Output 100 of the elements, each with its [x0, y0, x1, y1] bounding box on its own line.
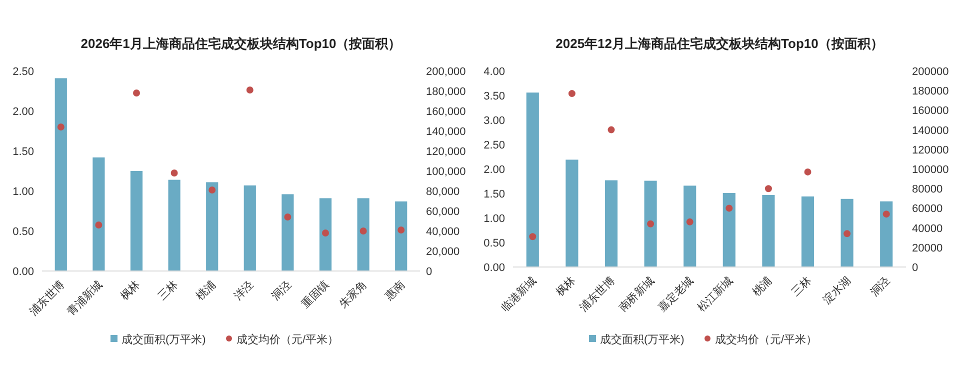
point [804, 168, 812, 176]
y2-tick-label: 120,000 [426, 146, 466, 158]
point [284, 214, 292, 220]
point [686, 218, 694, 226]
y2-tick-label: 180000 [912, 86, 949, 98]
legend-label: 成交面积(万平米) [600, 333, 684, 346]
bar [282, 194, 294, 271]
x-tick-label: 嘉定老城 [656, 274, 696, 314]
x-tick-label: 洞泾 [868, 274, 892, 299]
x-tick-label: 桃浦 [194, 278, 218, 303]
y-tick-label: 0.50 [484, 238, 505, 250]
y-tick-label: 3.50 [484, 90, 505, 102]
x-tick-label: 南桥新城 [616, 274, 657, 314]
point [57, 124, 64, 130]
y2-tick-label: 200,000 [426, 66, 466, 78]
y-tick-label: 2.50 [484, 140, 505, 152]
y2-tick-label: 160,000 [426, 106, 466, 118]
x-tick-label: 重固镇 [299, 278, 332, 310]
point [170, 170, 178, 176]
y-tick-label: 4.00 [484, 66, 505, 78]
y-tick-label: 2.00 [12, 106, 34, 118]
point [95, 222, 102, 228]
y2-tick-label: 140,000 [426, 126, 466, 138]
legend-label: 成交均价（元/平米） [715, 333, 818, 346]
y-tick-label: 1.00 [12, 186, 34, 198]
bar [684, 186, 696, 267]
x-tick-label: 洞泾 [270, 278, 294, 303]
y-tick-label: 2.50 [12, 66, 34, 78]
y2-tick-label: 20000 [912, 242, 943, 254]
x-tick-label: 临港新城 [498, 274, 539, 314]
point [647, 220, 654, 228]
point [882, 210, 890, 218]
point [360, 228, 367, 234]
bar [840, 198, 854, 267]
y-tick-label: 1.50 [484, 188, 505, 200]
bar [206, 182, 218, 271]
bar [762, 194, 775, 267]
point [246, 86, 254, 94]
y-tick-label: 3.00 [484, 115, 505, 127]
y2-tick-label: 80000 [912, 184, 943, 196]
x-tick-label: 松江新城 [694, 274, 736, 314]
bar [54, 78, 67, 271]
y-tick-label: 1.50 [12, 146, 34, 158]
y2-tick-label: 180,000 [426, 86, 466, 98]
point [608, 126, 615, 134]
bar [604, 180, 618, 267]
bar [357, 198, 370, 271]
point [133, 90, 140, 96]
point [764, 185, 772, 192]
bar [880, 201, 893, 267]
point [529, 233, 536, 240]
legend-label: 成交面积(万平米) [122, 333, 206, 346]
bar [722, 193, 736, 267]
x-tick-label: 三林 [789, 274, 814, 299]
x-tick-label: 三林 [156, 278, 180, 303]
bar [566, 160, 578, 267]
y2-tick-label: 60,000 [426, 206, 460, 218]
legend-label: 成交均价（元/平米） [236, 333, 339, 346]
point [398, 226, 405, 234]
y2-tick-label: 120000 [912, 144, 949, 156]
bar [644, 180, 657, 267]
y-tick-label: 0.00 [12, 266, 34, 278]
y-tick-label: 0.50 [12, 226, 34, 238]
point [208, 186, 216, 194]
bar [319, 198, 332, 271]
x-tick-label: 青浦新城 [64, 278, 105, 318]
y-tick-label: 0.00 [484, 262, 505, 274]
bar [92, 157, 105, 271]
y2-tick-label: 100000 [912, 164, 949, 176]
x-tick-label: 朱家角 [336, 278, 370, 310]
y-tick-label: 1.00 [484, 213, 505, 225]
bar [395, 201, 408, 271]
x-tick-label: 浦东世博 [577, 274, 618, 314]
y2-tick-label: 140000 [912, 124, 949, 137]
y2-tick-label: 0 [912, 262, 918, 274]
y2-tick-label: 160000 [912, 105, 949, 118]
bar [168, 180, 180, 271]
x-tick-label: 桃浦 [750, 274, 775, 299]
y2-tick-label: 40000 [912, 222, 943, 235]
chart-title: 2025年12月上海商品住宅成交板块结构Top10（按面积） [556, 36, 884, 51]
y2-tick-label: 80,000 [426, 186, 460, 198]
x-tick-label: 枫林 [553, 274, 578, 299]
y2-tick-label: 100,000 [426, 166, 466, 178]
bar [244, 185, 256, 271]
point [568, 90, 576, 98]
point [844, 230, 851, 238]
point [726, 204, 733, 212]
y2-tick-label: 0 [426, 266, 432, 278]
y-tick-label: 2.00 [484, 164, 505, 176]
y2-tick-label: 200000 [912, 66, 949, 78]
point [322, 230, 329, 236]
bar [801, 196, 814, 267]
y2-tick-label: 20,000 [426, 246, 460, 258]
y2-tick-label: 60000 [912, 203, 943, 216]
bar [526, 92, 539, 267]
x-tick-label: 洋泾 [232, 278, 256, 303]
x-tick-label: 浦东世博 [26, 278, 68, 318]
y2-tick-label: 40,000 [426, 226, 460, 238]
bar [130, 171, 143, 271]
x-tick-label: 枫林 [118, 278, 143, 303]
